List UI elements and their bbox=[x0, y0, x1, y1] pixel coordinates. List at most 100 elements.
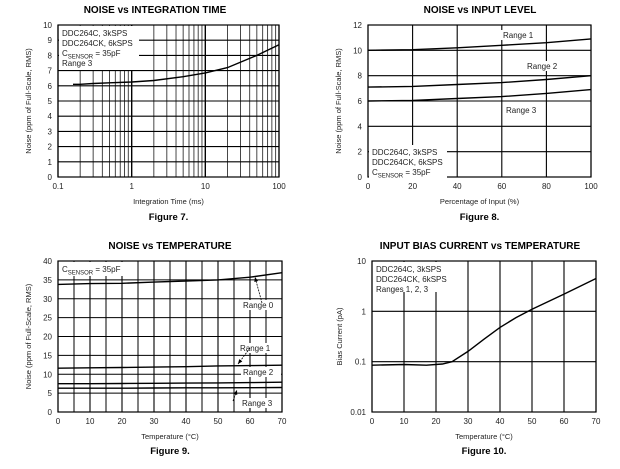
y-tick-label: 6 bbox=[48, 82, 53, 91]
x-tick-label: 10 bbox=[400, 417, 409, 426]
chart-2: NOISE vs INPUT LEVEL DDC264C, 3kSPSDDC264… bbox=[334, 5, 598, 223]
y-axis-label: Noise (ppm of Full-Scale, RMS) bbox=[24, 283, 33, 389]
arrow-head-icon bbox=[233, 390, 238, 395]
x-tick-label: 0 bbox=[370, 417, 375, 426]
note-line: DDC264C, 3kSPS bbox=[372, 148, 437, 157]
chart-title: INPUT BIAS CURRENT vs TEMPERATURE bbox=[380, 241, 581, 252]
x-axis-label: Temperature (°C) bbox=[141, 432, 199, 441]
y-tick-label: 12 bbox=[353, 21, 362, 30]
label-bg bbox=[241, 367, 281, 377]
y-tick-label: 10 bbox=[357, 257, 366, 266]
note-line: Range 3 bbox=[62, 59, 93, 68]
note-box bbox=[373, 262, 458, 292]
y-tick-label: 0 bbox=[48, 173, 53, 182]
y-tick-label: 15 bbox=[43, 351, 52, 360]
figure-caption: Figure 9. bbox=[150, 446, 190, 457]
y-tick-label: 2 bbox=[358, 148, 363, 157]
figure-caption: Figure 10. bbox=[462, 446, 507, 457]
label-bg bbox=[525, 61, 565, 71]
y-tick-label: 1 bbox=[48, 158, 53, 167]
y-tick-label: 30 bbox=[43, 295, 52, 304]
x-tick-label: 20 bbox=[118, 417, 127, 426]
series-label: Range 1 bbox=[503, 31, 534, 40]
x-tick-label: 100 bbox=[584, 182, 598, 191]
y-tick-label: 20 bbox=[43, 333, 52, 342]
y-tick-label: 0.1 bbox=[355, 358, 367, 367]
x-tick-label: 20 bbox=[408, 182, 417, 191]
label-bg bbox=[241, 300, 281, 310]
x-tick-label: 10 bbox=[86, 417, 95, 426]
x-tick-label: 40 bbox=[182, 417, 191, 426]
x-tick-label: 80 bbox=[542, 182, 551, 191]
chart-4: INPUT BIAS CURRENT vs TEMPERATURE DDC264C… bbox=[335, 241, 601, 457]
x-axis-label: Integration Time (ms) bbox=[133, 197, 204, 206]
series-line-range-1 bbox=[367, 38, 592, 51]
y-axis-label: Bias Current (pA) bbox=[335, 307, 344, 365]
x-tick-label: 0 bbox=[366, 182, 371, 191]
series-line-range-3 bbox=[367, 88, 592, 102]
series-line-range-2 bbox=[367, 75, 592, 88]
note-line: DDC264C, 3kSPS bbox=[376, 265, 441, 274]
note-line: CSENSOR = 35pF bbox=[372, 168, 431, 180]
x-axis-label: Percentage of Input (%) bbox=[440, 197, 520, 206]
x-tick-label: 40 bbox=[496, 417, 505, 426]
x-tick-label: 0.1 bbox=[52, 182, 64, 191]
figure-caption: Figure 7. bbox=[149, 212, 189, 223]
y-tick-label: 10 bbox=[353, 46, 362, 55]
x-tick-label: 60 bbox=[560, 417, 569, 426]
series-line-range-0 bbox=[57, 272, 283, 286]
y-axis-label: Noise (ppm of Full-Scale, RMS) bbox=[24, 48, 33, 154]
x-tick-label: 60 bbox=[246, 417, 255, 426]
chart-3: NOISE vs TEMPERATURE CSENSOR = 35pF Range … bbox=[24, 241, 287, 457]
plot-frame bbox=[57, 260, 283, 413]
note-line: Ranges 1, 2, 3 bbox=[376, 285, 429, 294]
chart-title: NOISE vs INPUT LEVEL bbox=[424, 5, 537, 16]
plot-frame bbox=[371, 260, 597, 413]
label-bg bbox=[240, 398, 280, 408]
y-tick-label: 1 bbox=[362, 307, 367, 316]
x-tick-label: 60 bbox=[497, 182, 506, 191]
y-tick-label: 8 bbox=[358, 72, 363, 81]
y-tick-label: 0 bbox=[358, 173, 363, 182]
series-line-range-2 bbox=[58, 381, 283, 385]
note-line: CSENSOR = 35pF bbox=[62, 49, 121, 61]
note-box bbox=[59, 262, 124, 276]
plot-frame bbox=[57, 24, 280, 178]
y-tick-label: 0 bbox=[48, 408, 53, 417]
x-tick-label: 10 bbox=[201, 182, 210, 191]
y-tick-label: 4 bbox=[48, 112, 53, 121]
y-tick-label: 35 bbox=[43, 276, 52, 285]
x-tick-label: 0 bbox=[56, 417, 61, 426]
label-bg bbox=[501, 30, 541, 40]
x-tick-label: 30 bbox=[150, 417, 159, 426]
y-axis-label: Noise (ppm of Full-Scale, RMS) bbox=[334, 48, 343, 154]
y-tick-label: 0.01 bbox=[350, 408, 366, 417]
x-axis-label: Temperature (°C) bbox=[455, 432, 513, 441]
series-label: Range 0 bbox=[243, 301, 274, 310]
series-line-range-1 bbox=[57, 364, 283, 369]
x-tick-label: 30 bbox=[464, 417, 473, 426]
note-line: DDC264CK, 6kSPS bbox=[372, 158, 443, 167]
note-line: DDC264CK, 6kSPS bbox=[376, 275, 447, 284]
series-line-range-3 bbox=[58, 386, 283, 389]
series-label: Range 3 bbox=[242, 399, 273, 408]
note-line: DDC264C, 3kSPS bbox=[62, 29, 127, 38]
note-box bbox=[369, 145, 447, 178]
x-tick-label: 1 bbox=[129, 182, 134, 191]
chart-title: NOISE vs INTEGRATION TIME bbox=[84, 5, 227, 16]
x-tick-label: 40 bbox=[453, 182, 462, 191]
arrow-head-icon bbox=[238, 359, 243, 364]
label-bg bbox=[504, 105, 544, 115]
note-line: DDC264CK, 6kSPS bbox=[62, 39, 133, 48]
annotation-notes: CSENSOR = 35pF bbox=[62, 265, 121, 277]
x-tick-label: 100 bbox=[272, 182, 286, 191]
arrow-head-icon bbox=[254, 277, 259, 282]
label-bg bbox=[238, 343, 278, 353]
y-tick-label: 5 bbox=[48, 97, 53, 106]
x-tick-label: 20 bbox=[432, 417, 441, 426]
chart-title: NOISE vs TEMPERATURE bbox=[108, 241, 231, 252]
